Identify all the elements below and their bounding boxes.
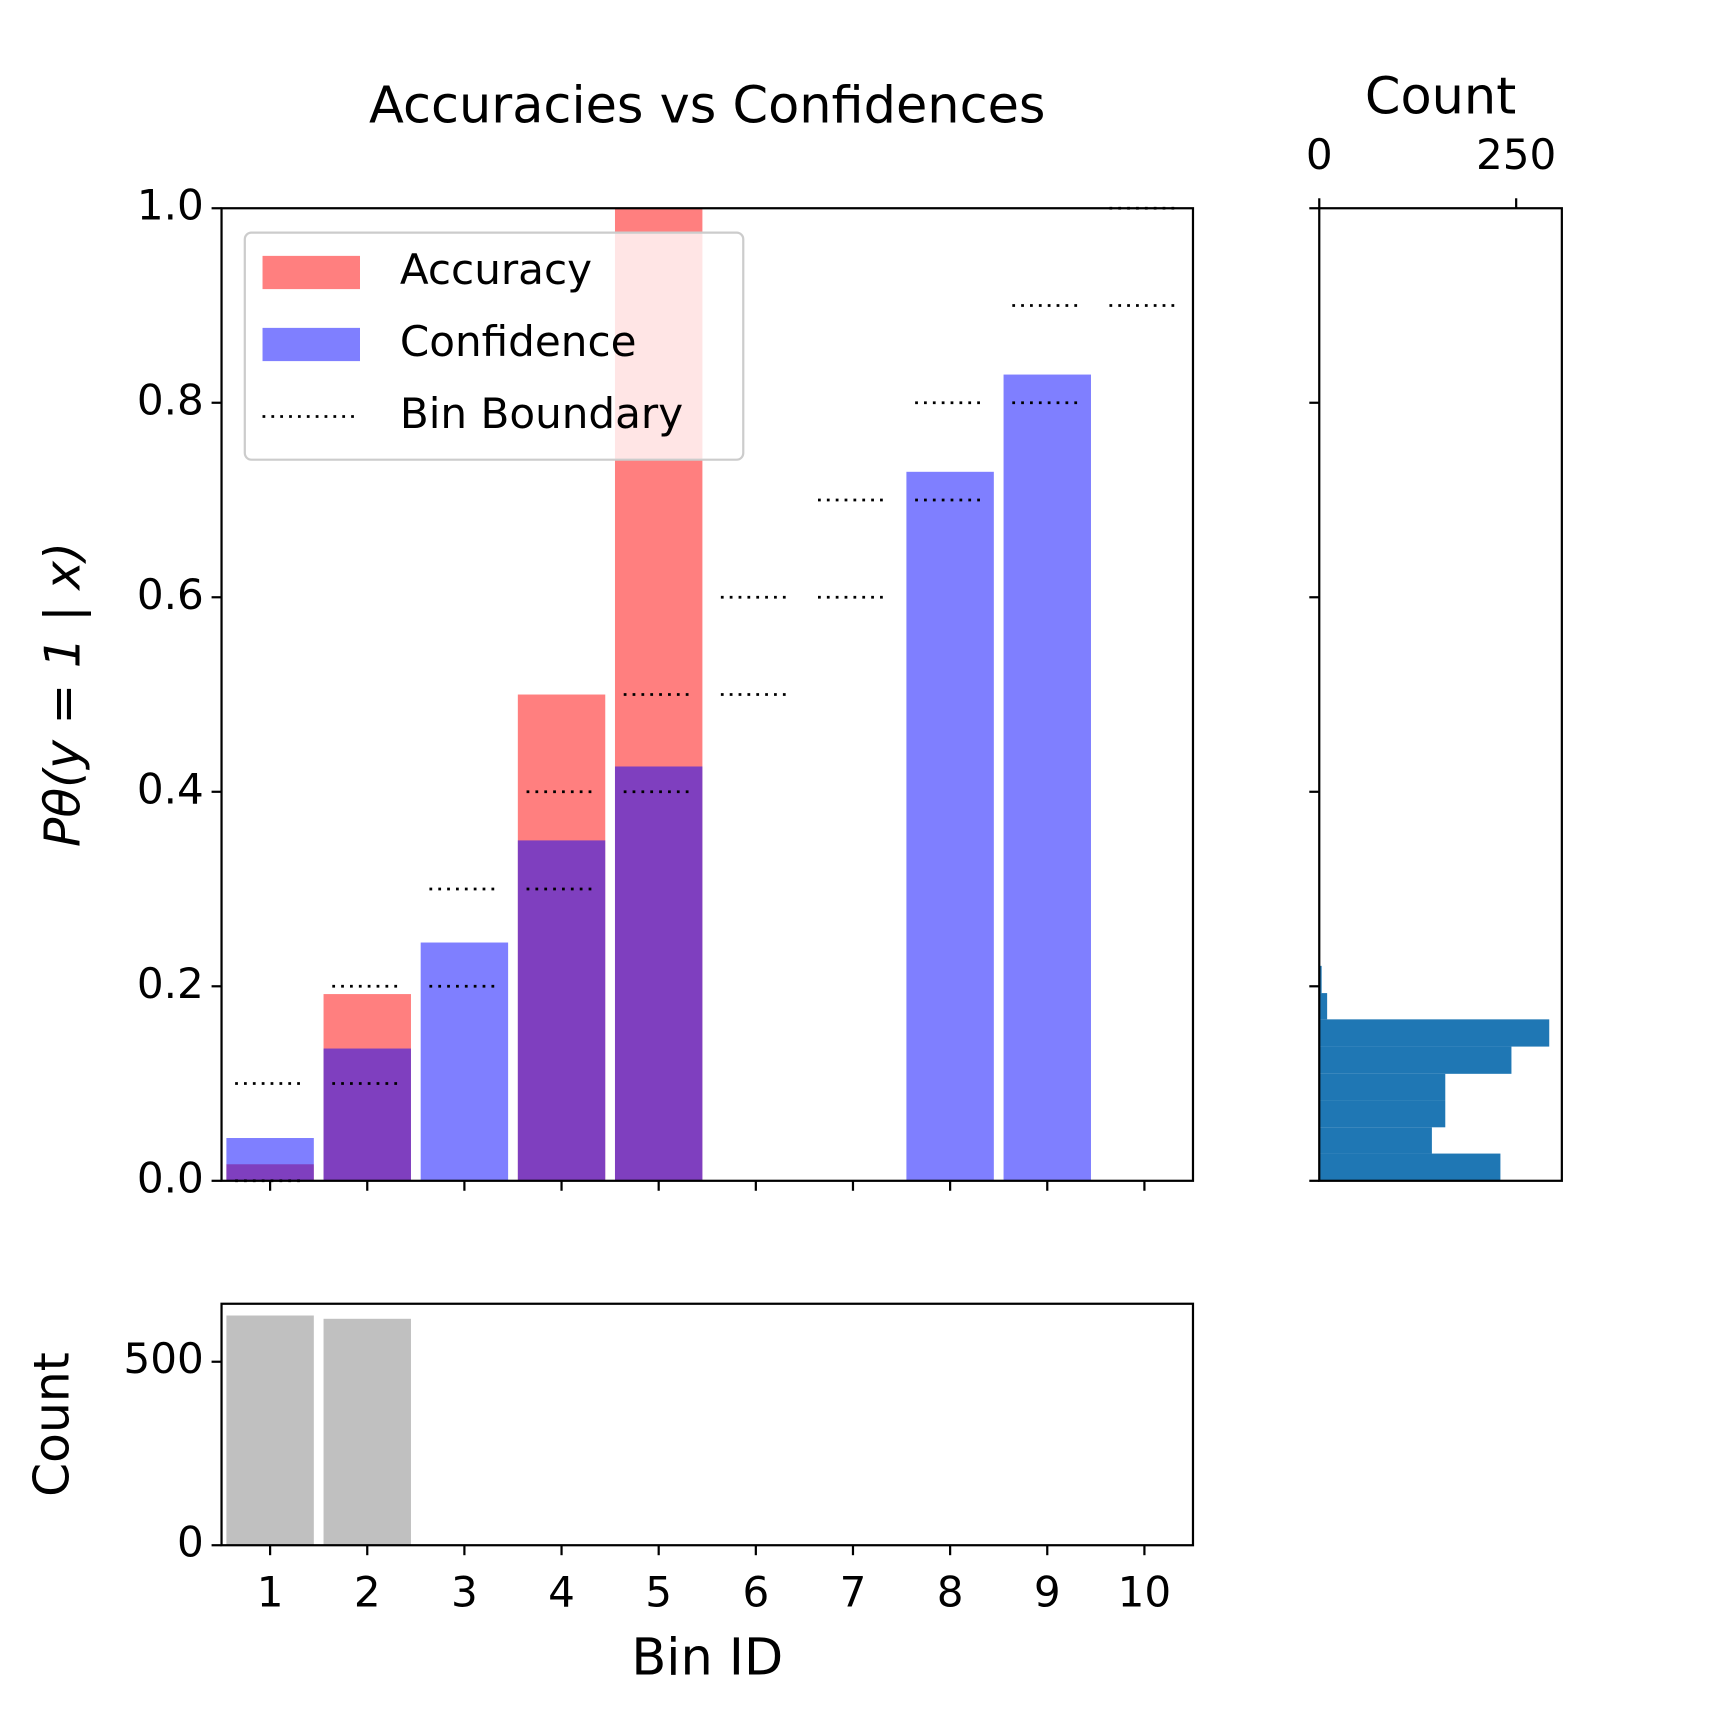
bar [1003,374,1091,1181]
histogram-bar [1319,993,1328,1020]
legend-swatch [262,327,360,362]
legend-label: Bin Boundary [400,389,683,438]
chart-title: Accuracies vs Confidences [369,77,1045,136]
y-tick-label: 1.0 [137,181,204,230]
x-tick-label: 1 [257,1568,284,1617]
bar [906,471,994,1181]
y-tick-label: 0.0 [137,1153,204,1202]
y-tick-label: 0 [177,1518,204,1567]
histogram-bar [1319,1153,1501,1181]
x-tick-label: 6 [742,1568,769,1617]
axes-frame [220,1302,1195,1547]
bar [323,1318,411,1546]
y-tick-label: 0.2 [137,959,204,1008]
legend-swatch [262,255,360,290]
y-axis-label: Count [24,1352,80,1497]
y-tick-label: 0.8 [137,375,204,424]
y-tick-label: 0.4 [137,764,204,813]
x-tick-label: 8 [937,1568,964,1617]
bar [226,1138,314,1181]
histogram-bar [1319,965,1322,994]
x-tick-label: 10 [1118,1568,1172,1617]
x-tick-label: 2 [354,1568,381,1617]
y-tick-label: 500 [123,1334,203,1383]
y-tick-label: 0.6 [137,570,204,619]
x-tick-label: 4 [548,1568,575,1617]
x-axis-label: Bin ID [631,1628,783,1687]
histogram-bar [1319,1127,1432,1154]
axes-frame [1318,207,1563,1182]
bar [517,840,606,1181]
bar [226,1315,314,1546]
x-tick-label: 9 [1034,1568,1061,1617]
legend-label: Accuracy [400,245,592,294]
histogram-bar [1319,1100,1446,1128]
legend-box [243,231,745,461]
x-tick-label: 5 [645,1568,672,1617]
legend-label: Confidence [400,317,637,366]
histogram-bar [1319,1046,1512,1074]
y-axis-label: Pθ(y = 1 | x) [35,542,91,847]
x-tick-label: 7 [840,1568,867,1617]
histogram-bar [1319,1019,1550,1047]
bar [614,766,703,1181]
bar [420,942,509,1181]
x-tick-label: 250 [1476,130,1556,179]
bar [323,1048,411,1181]
axes-frame [220,207,1195,1182]
histogram-bar [1319,1073,1446,1101]
x-axis-label: Count [1365,68,1516,127]
x-tick-label: 0 [1306,130,1333,179]
x-tick-label: 3 [451,1568,478,1617]
